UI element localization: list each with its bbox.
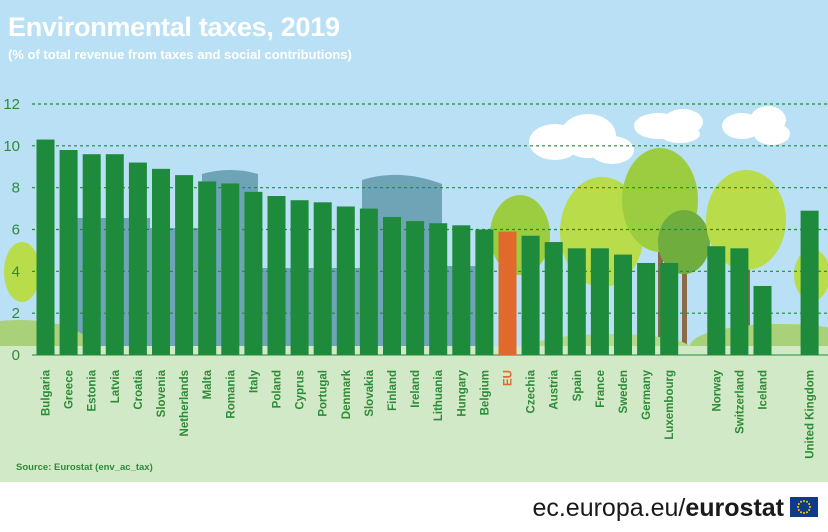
bar-lithuania [429, 223, 448, 355]
x-tick-label: Czechia [526, 369, 538, 413]
y-tick-label: 2 [12, 305, 20, 322]
x-tick-label: EU [503, 370, 515, 386]
bar-ireland [406, 221, 425, 355]
x-tick-label: France [595, 370, 607, 408]
ground-background [0, 346, 828, 482]
bar-luxembourg [660, 262, 679, 355]
x-tick-label: Greece [64, 370, 76, 409]
x-tick-label: Portugal [318, 370, 330, 417]
bars [36, 139, 819, 355]
x-tick-label: Slovenia [156, 369, 168, 417]
bar-germany [637, 262, 656, 355]
x-tick-label: Iceland [758, 370, 770, 410]
source-note: Source: Eurostat (env_ac_tax) [16, 462, 153, 473]
bar-portugal [313, 202, 332, 355]
x-axis-labels: Bulgaria Greece Estonia Latvia Croatia Sloven… [41, 369, 817, 458]
bar-italy [244, 191, 263, 355]
bar-malta [198, 181, 217, 355]
bar-austria [544, 242, 563, 355]
footer-bar: ec.europa.eu/eurostat [0, 482, 828, 532]
x-tick-label: Germany [641, 369, 653, 419]
chart-subtitle: (% of total revenue from taxes and socia… [8, 47, 352, 62]
bar-greece [59, 150, 78, 355]
bar-denmark [336, 206, 355, 355]
x-tick-label: Ireland [410, 370, 422, 408]
x-tick-label: United Kingdom [805, 370, 817, 459]
bar-czechia [521, 235, 540, 355]
x-tick-label: Romania [225, 369, 237, 418]
x-tick-label: Malta [202, 369, 214, 399]
bar-belgium [475, 229, 494, 355]
x-tick-label: Luxembourg [664, 370, 676, 440]
x-tick-label: Sweden [618, 370, 630, 413]
chart-title: Environmental taxes, 2019 [8, 12, 340, 42]
bar-slovakia [359, 208, 378, 355]
bar-sweden [614, 254, 632, 355]
bar-croatia [128, 162, 147, 355]
x-tick-label: Slovakia [364, 369, 376, 416]
y-tick-label: 10 [3, 138, 20, 155]
x-tick-label: Hungary [456, 369, 468, 416]
x-tick-label: Latvia [110, 369, 122, 403]
x-tick-label: Bulgaria [41, 369, 53, 416]
bar-slovenia [152, 168, 170, 355]
bar-france [590, 248, 609, 355]
y-tick-label: 12 [3, 96, 20, 113]
site-domain: ec.europa.eu/ [532, 494, 686, 522]
bar-united-kingdom [800, 210, 819, 355]
eu-flag-icon [790, 497, 818, 517]
x-tick-label: Switzerland [734, 370, 746, 434]
x-tick-label: Norway [711, 369, 723, 411]
x-tick-label: Italy [248, 369, 260, 393]
y-tick-label: 4 [12, 263, 20, 280]
bar-bulgaria [36, 139, 55, 355]
site-brand: eurostat [685, 494, 784, 522]
x-tick-label: Lithuania [433, 369, 445, 421]
x-tick-label: Denmark [341, 369, 353, 419]
eurostat-site-link[interactable]: ec.europa.eu/eurostat [532, 494, 784, 523]
y-tick-label: 0 [12, 347, 20, 364]
bar-switzerland [730, 248, 749, 355]
bar-netherlands [175, 175, 194, 355]
x-tick-label: Belgium [479, 370, 491, 415]
bar-estonia [82, 154, 101, 355]
bar-iceland [753, 285, 772, 355]
y-tick-label: 8 [12, 180, 20, 197]
bar-cyprus [290, 200, 309, 355]
y-tick-label: 6 [12, 222, 20, 239]
bar-spain [567, 248, 586, 355]
bar-eu [498, 231, 517, 355]
x-tick-label: Croatia [133, 369, 145, 409]
x-tick-label: Spain [572, 370, 584, 401]
bar-hungary [452, 225, 471, 355]
bar-romania [221, 183, 240, 355]
x-tick-label: Cyprus [295, 370, 307, 410]
x-tick-label: Austria [549, 369, 561, 409]
bar-norway [707, 246, 726, 355]
x-tick-label: Estonia [87, 369, 99, 411]
bar-latvia [105, 154, 124, 355]
bar-poland [267, 196, 286, 355]
clouds-illustration [529, 106, 790, 164]
bar-chart: 0 2 4 6 8 10 12 Bulgaria Greece Estonia Latvia Cro… [0, 0, 828, 482]
x-tick-label: Netherlands [179, 370, 191, 436]
bar-finland [383, 216, 401, 355]
x-tick-label: Finland [387, 370, 399, 411]
x-tick-label: Poland [272, 370, 284, 408]
